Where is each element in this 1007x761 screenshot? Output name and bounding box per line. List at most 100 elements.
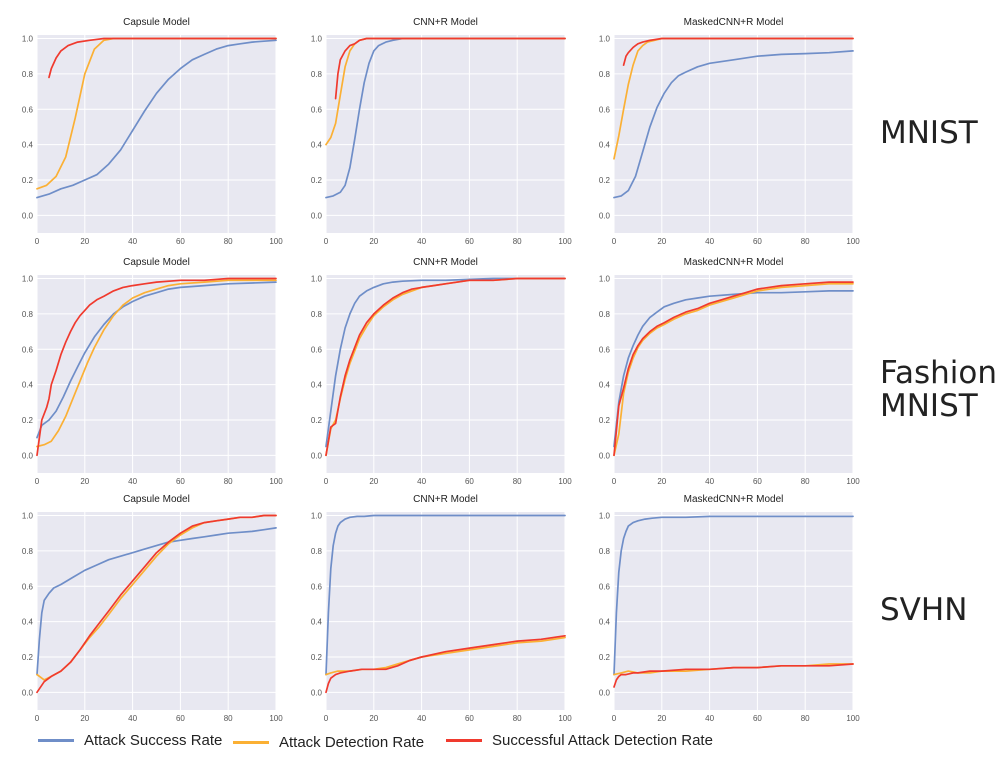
x-tick-label: 40 [705,714,714,723]
panel-title: CNN+R Model [413,17,478,28]
panel-title: MaskedCNN+R Model [684,257,784,268]
x-tick-label: 80 [224,477,233,486]
y-tick-label: 0.2 [22,653,34,662]
series-line-attack-success-rate [325,37,566,199]
y-tick-label: 0.0 [22,688,34,697]
y-tick-label: 0.8 [311,310,323,319]
x-tick-label: 60 [176,714,185,723]
plot-area [614,35,853,233]
x-tick-label: 100 [558,477,572,486]
y-tick-label: 1.0 [311,35,323,44]
y-tick-label: 0.2 [311,176,323,185]
x-tick-label: 80 [224,714,233,723]
panel-svhn-cnn-r-model: 0.0 0.2 0.4 0.6 0.8 1.0 0 20 40 60 80 100 CNN+R Mode… [311,494,572,723]
plot-area [326,275,565,473]
row-label-line: MNIST [880,115,978,151]
x-tick-label: 0 [35,714,40,723]
x-tick-label: 100 [846,477,860,486]
x-tick-label: 60 [753,237,762,246]
legend-swatch-icon [233,741,269,744]
series-line-attack-detection-rate [36,37,277,190]
y-tick-label: 0.8 [22,70,34,79]
series-line-attack-success-rate [36,527,277,676]
series-line-successful-attack-detection-rate [36,277,277,457]
x-tick-label: 20 [657,237,666,246]
x-tick-label: 100 [269,477,283,486]
y-tick-label: 0.6 [22,345,34,354]
legend-label: Attack Detection Rate [279,734,425,751]
row-label-svhn: SVHN [880,594,967,627]
x-tick-label: 0 [324,237,329,246]
x-tick-label: 80 [224,237,233,246]
series-line-successful-attack-detection-rate [613,281,854,457]
panel-title: MaskedCNN+R Model [684,494,784,505]
legend-label: Attack Success Rate [84,732,223,749]
y-tick-label: 0.0 [599,451,611,460]
legend-item-attack-success: Attack Success Rate [38,732,222,749]
x-tick-label: 20 [80,714,89,723]
series-line-successful-attack-detection-rate [48,37,277,79]
y-tick-label: 0.2 [599,176,611,185]
x-tick-label: 40 [128,237,137,246]
y-tick-label: 0.2 [311,653,323,662]
x-tick-label: 40 [128,477,137,486]
x-tick-label: 0 [324,714,329,723]
x-tick-label: 20 [80,477,89,486]
x-tick-label: 60 [465,714,474,723]
x-tick-label: 20 [657,477,666,486]
y-tick-label: 0.4 [599,618,611,627]
y-tick-label: 1.0 [599,35,611,44]
y-tick-label: 0.8 [22,310,34,319]
legend-item-attack-detection: Attack Detection Rate [233,734,424,751]
y-tick-label: 0.8 [599,310,611,319]
panel-title: Capsule Model [123,257,190,268]
y-tick-label: 0.0 [311,211,323,220]
x-tick-label: 80 [513,237,522,246]
x-tick-label: 80 [801,477,810,486]
plot-area [326,512,565,710]
panel-title: Capsule Model [123,17,190,28]
y-tick-label: 0.4 [599,141,611,150]
plot-area [37,512,276,710]
series-line-successful-attack-detection-rate [613,663,854,688]
x-tick-label: 40 [705,237,714,246]
y-tick-label: 0.4 [22,141,34,150]
legend-swatch-icon [38,739,74,742]
x-tick-label: 80 [513,714,522,723]
y-tick-label: 0.6 [599,345,611,354]
series-line-attack-detection-rate [36,279,277,448]
y-tick-label: 0.8 [311,70,323,79]
y-tick-label: 1.0 [311,275,323,284]
legend: Attack Success Rate Attack Detection Rat… [0,726,1007,756]
series-line-successful-attack-detection-rate [622,37,854,66]
x-tick-label: 0 [612,477,617,486]
y-tick-label: 0.8 [599,547,611,556]
x-tick-label: 100 [558,237,572,246]
y-tick-label: 0.2 [599,416,611,425]
x-tick-label: 100 [846,714,860,723]
y-tick-label: 0.0 [22,451,34,460]
y-tick-label: 0.4 [311,141,323,150]
x-tick-label: 100 [269,237,283,246]
x-tick-label: 60 [753,477,762,486]
y-tick-label: 0.2 [311,416,323,425]
row-label-line: MNIST [880,388,978,424]
panel-fashion-mnist-capsule-model: 0.0 0.2 0.4 0.6 0.8 1.0 0 20 40 60 80 100 Capsule Mo… [22,257,283,486]
y-tick-label: 0.4 [311,381,323,390]
series-line-successful-attack-detection-rate [325,634,566,694]
x-tick-label: 0 [612,237,617,246]
series-line-attack-success-rate [613,515,854,676]
x-tick-label: 0 [324,477,329,486]
y-tick-label: 0.6 [311,345,323,354]
x-tick-label: 40 [417,477,426,486]
plot-area [37,275,276,473]
panel-title: CNN+R Model [413,257,478,268]
y-tick-label: 0.8 [22,547,34,556]
y-tick-label: 0.4 [22,618,34,627]
y-tick-label: 0.6 [22,582,34,591]
x-tick-label: 100 [846,237,860,246]
series-line-attack-success-rate [613,50,854,199]
x-tick-label: 20 [80,237,89,246]
y-tick-label: 0.6 [311,105,323,114]
